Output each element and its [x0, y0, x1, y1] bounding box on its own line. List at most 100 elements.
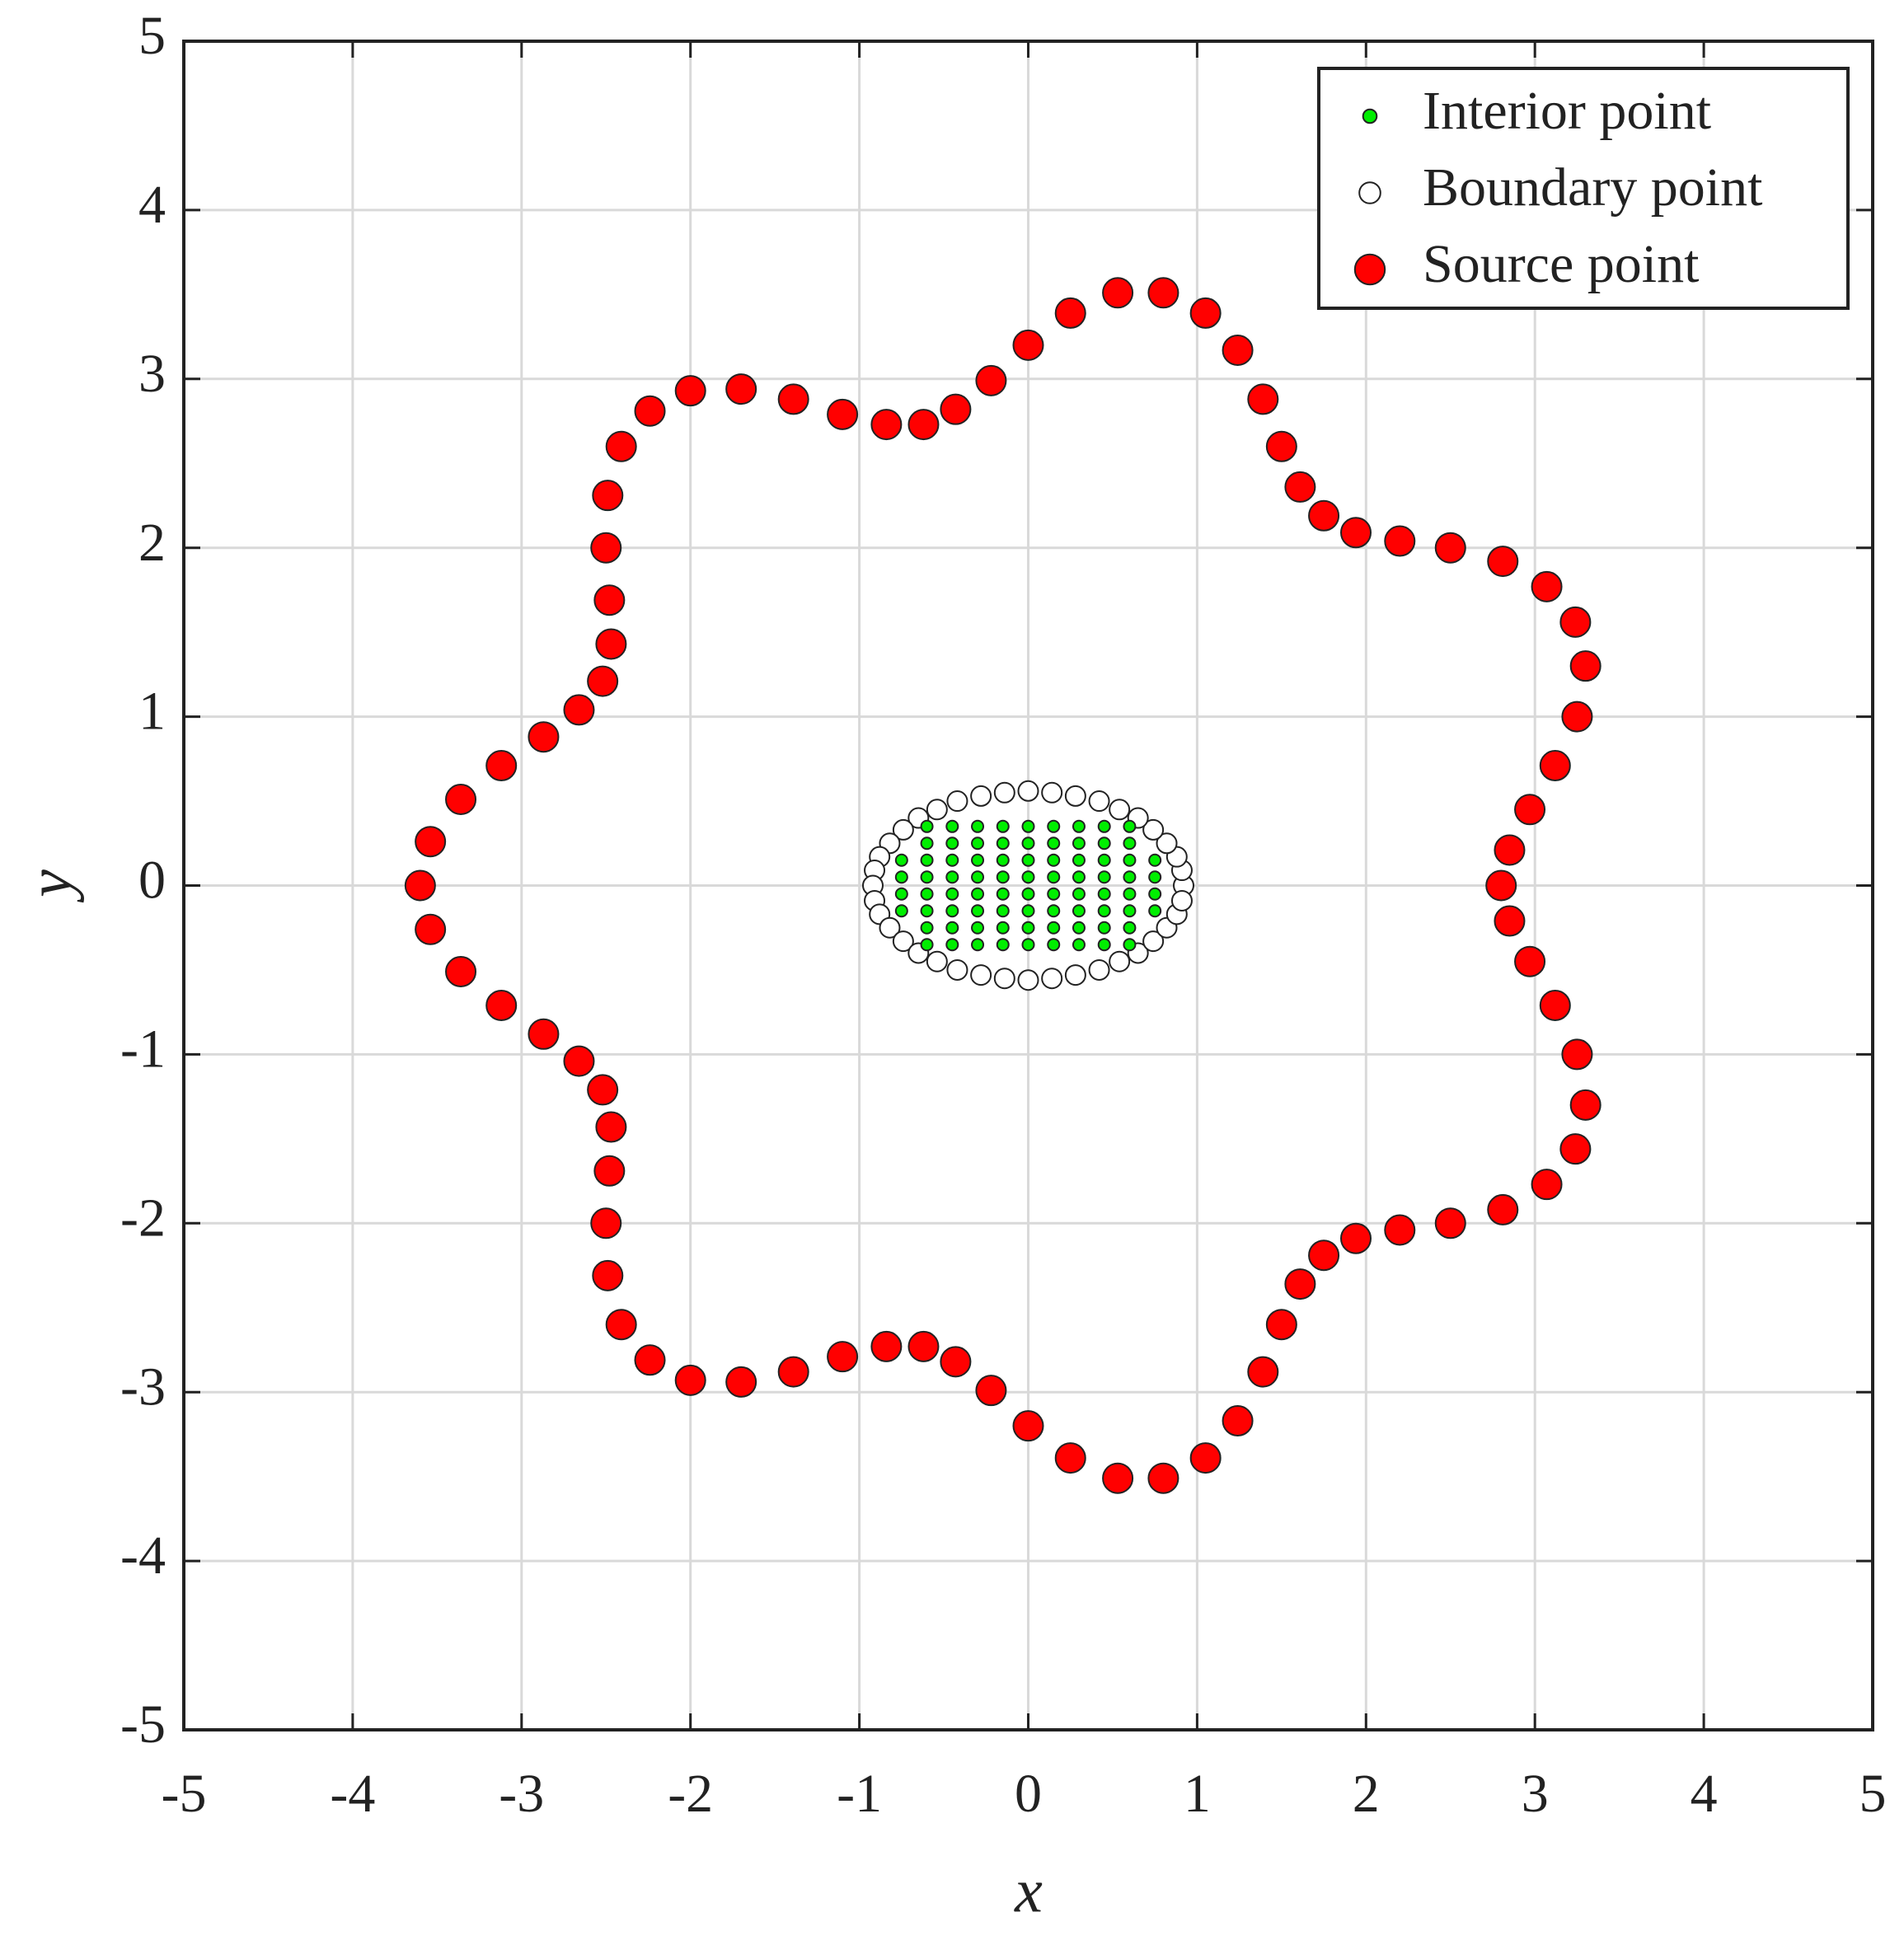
point	[415, 826, 447, 858]
point	[907, 409, 940, 441]
legend-box	[1317, 67, 1850, 310]
point	[971, 819, 985, 833]
point	[1222, 1405, 1254, 1437]
point	[1021, 836, 1035, 851]
point	[1147, 1462, 1179, 1494]
point	[445, 784, 477, 816]
point	[1284, 471, 1316, 503]
point	[1097, 887, 1111, 901]
point	[894, 870, 908, 884]
point	[777, 1356, 809, 1388]
point	[592, 480, 624, 512]
point	[1097, 853, 1111, 867]
point	[1189, 297, 1222, 329]
point	[1064, 964, 1086, 986]
point	[996, 836, 1010, 851]
x-tick-label: -5	[162, 1764, 207, 1824]
legend-marker	[1358, 181, 1381, 204]
point	[587, 1074, 619, 1106]
legend-label: Interior point	[1423, 81, 1711, 141]
x-tick-label: -3	[499, 1764, 544, 1824]
legend: Interior point Boundary point Source point	[1317, 67, 1850, 310]
point	[892, 930, 914, 953]
point	[993, 781, 1015, 804]
point	[1123, 921, 1137, 935]
point	[1487, 546, 1519, 578]
point	[879, 916, 901, 939]
point	[445, 955, 477, 987]
point	[1561, 701, 1593, 733]
point	[1047, 836, 1061, 851]
point	[1123, 938, 1137, 952]
point	[1072, 819, 1086, 833]
point	[725, 1366, 757, 1398]
point	[1012, 1410, 1044, 1442]
point	[1539, 989, 1571, 1021]
point	[894, 904, 908, 918]
point	[1102, 1462, 1134, 1494]
point	[996, 904, 1010, 918]
y-tick-label: 5	[138, 6, 166, 66]
point	[674, 375, 706, 407]
point	[1539, 750, 1571, 782]
point	[996, 938, 1010, 952]
point	[592, 1259, 624, 1291]
point	[590, 532, 622, 564]
point	[996, 853, 1010, 867]
x-tick-label: -4	[330, 1764, 375, 1824]
x-tick-label: 5	[1859, 1764, 1887, 1824]
point	[945, 904, 959, 918]
point	[1265, 1309, 1297, 1341]
point	[1559, 606, 1592, 638]
point	[1072, 887, 1086, 901]
y-tick-label: 0	[138, 851, 166, 911]
y-tick-label: -3	[120, 1357, 166, 1417]
point	[485, 989, 518, 1021]
point	[1072, 938, 1086, 952]
point	[1021, 938, 1035, 952]
point	[1123, 870, 1137, 884]
point	[996, 870, 1010, 884]
point	[404, 869, 436, 902]
series	[404, 277, 1602, 1494]
point	[894, 887, 908, 901]
point	[1109, 799, 1131, 821]
point	[674, 1364, 706, 1396]
point	[1021, 887, 1035, 901]
point	[1021, 904, 1035, 918]
point	[1123, 836, 1137, 851]
y-tick-label: 1	[138, 682, 166, 742]
point	[1021, 921, 1035, 935]
point	[605, 1309, 637, 1341]
point	[920, 836, 934, 851]
point	[1265, 430, 1297, 462]
point	[1247, 1356, 1279, 1388]
point	[1072, 904, 1086, 918]
point	[1072, 853, 1086, 867]
point	[1102, 277, 1134, 309]
point	[971, 870, 985, 884]
x-tick-label: -2	[668, 1764, 713, 1824]
point	[1384, 525, 1416, 557]
point	[920, 870, 934, 884]
point	[946, 790, 968, 813]
point	[590, 1207, 622, 1239]
point	[975, 1375, 1007, 1407]
point	[971, 887, 985, 901]
point	[1097, 819, 1111, 833]
point	[605, 430, 637, 462]
y-tick-label: 3	[138, 344, 166, 404]
point	[827, 1341, 859, 1373]
point	[1494, 905, 1526, 937]
point	[945, 836, 959, 851]
point	[827, 398, 859, 430]
point	[1017, 780, 1039, 802]
point	[1147, 277, 1179, 309]
point	[595, 628, 627, 660]
point	[1514, 794, 1546, 826]
point	[1064, 785, 1086, 807]
y-tick-label: -1	[120, 1019, 166, 1080]
point	[920, 853, 934, 867]
point	[975, 364, 1007, 396]
point	[1340, 1222, 1372, 1254]
